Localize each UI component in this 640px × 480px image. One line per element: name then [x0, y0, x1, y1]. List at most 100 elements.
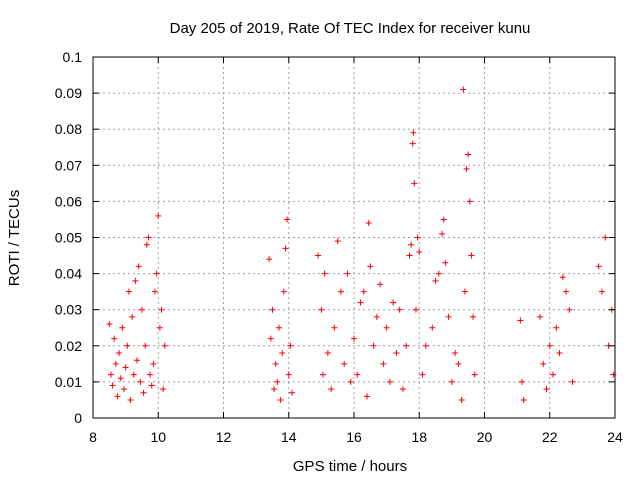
data-point — [145, 234, 152, 241]
data-point — [546, 342, 553, 349]
y-tick-labels: 0 0.01 0.02 0.03 0.04 0.05 0.06 0.07 0.08 0.09 0.1 — [55, 49, 82, 426]
data-point — [337, 288, 344, 295]
data-point — [553, 324, 560, 331]
data-point — [267, 335, 274, 342]
data-point — [409, 140, 416, 147]
data-point — [135, 263, 142, 270]
data-point — [419, 371, 426, 378]
data-point — [412, 306, 419, 313]
data-point — [569, 378, 576, 385]
data-point — [399, 386, 406, 393]
data-point — [328, 386, 335, 393]
data-point — [137, 378, 144, 385]
data-point — [411, 180, 418, 187]
data-point — [373, 313, 380, 320]
data-point — [106, 321, 113, 328]
data-point — [107, 371, 114, 378]
data-point — [282, 245, 289, 252]
data-point — [120, 386, 127, 393]
data-point — [334, 238, 341, 245]
data-point — [153, 270, 160, 277]
data-point — [364, 393, 371, 400]
x-tick-label: 14 — [281, 429, 297, 445]
data-point — [403, 342, 410, 349]
data-point — [331, 324, 338, 331]
axis-ticks — [92, 56, 616, 419]
data-point — [289, 389, 296, 396]
data-point — [556, 350, 563, 357]
y-tick-label: 0.02 — [55, 338, 82, 354]
x-tick-label: 16 — [346, 429, 362, 445]
y-tick-label: 0.04 — [55, 266, 82, 282]
data-point — [116, 350, 123, 357]
data-point — [439, 230, 446, 237]
data-point — [147, 371, 154, 378]
data-point — [324, 350, 331, 357]
data-point — [271, 386, 278, 393]
data-point — [543, 386, 550, 393]
data-point — [520, 396, 527, 403]
data-point — [140, 389, 147, 396]
data-point — [275, 324, 282, 331]
data-point — [595, 263, 602, 270]
x-tick-label: 10 — [150, 429, 166, 445]
data-point — [466, 198, 473, 205]
data-point — [117, 375, 124, 382]
data-point — [119, 324, 126, 331]
data-point — [112, 360, 119, 367]
data-point — [435, 270, 442, 277]
data-point — [563, 288, 570, 295]
data-point — [158, 306, 165, 313]
data-point — [360, 288, 367, 295]
data-point — [274, 378, 281, 385]
data-point — [519, 378, 526, 385]
x-tick-label: 22 — [542, 429, 558, 445]
data-point — [114, 393, 121, 400]
data-point — [321, 270, 328, 277]
data-point — [406, 252, 413, 259]
data-point — [124, 342, 131, 349]
data-point — [393, 350, 400, 357]
data-point — [156, 324, 163, 331]
data-point — [354, 371, 361, 378]
data-point — [383, 324, 390, 331]
data-point — [448, 378, 455, 385]
data-point — [285, 371, 292, 378]
data-point — [351, 335, 357, 342]
data-point — [465, 151, 472, 158]
data-point — [559, 274, 566, 281]
data-point — [396, 306, 403, 313]
data-point — [470, 313, 477, 320]
data-point — [429, 324, 436, 331]
data-point — [134, 357, 141, 364]
chart-title: Day 205 of 2019, Rate Of TEC Index for r… — [170, 20, 531, 37]
data-point — [550, 371, 557, 378]
data-point — [390, 299, 397, 306]
data-point — [422, 342, 429, 349]
data-point — [132, 277, 139, 284]
data-point — [410, 129, 417, 136]
data-point — [445, 313, 452, 320]
data-point — [357, 299, 364, 306]
data-point — [129, 313, 136, 320]
data-point — [455, 360, 462, 367]
data-point — [341, 360, 348, 367]
data-point — [517, 317, 524, 324]
data-point — [287, 342, 294, 349]
data-point — [452, 350, 459, 357]
data-point — [122, 364, 129, 371]
data-point — [151, 288, 158, 295]
data-point — [440, 216, 447, 223]
data-point — [463, 165, 470, 172]
y-tick-label: 0.07 — [55, 157, 82, 173]
data-point — [416, 248, 423, 255]
data-point — [461, 288, 468, 295]
x-tick-label: 18 — [411, 429, 427, 445]
data-point — [344, 270, 351, 277]
data-point — [130, 371, 137, 378]
data-point — [277, 396, 284, 403]
x-tick-label: 20 — [477, 429, 493, 445]
data-point — [315, 252, 322, 259]
data-point — [143, 241, 150, 248]
y-axis-label: ROTI / TECUs — [6, 190, 23, 286]
